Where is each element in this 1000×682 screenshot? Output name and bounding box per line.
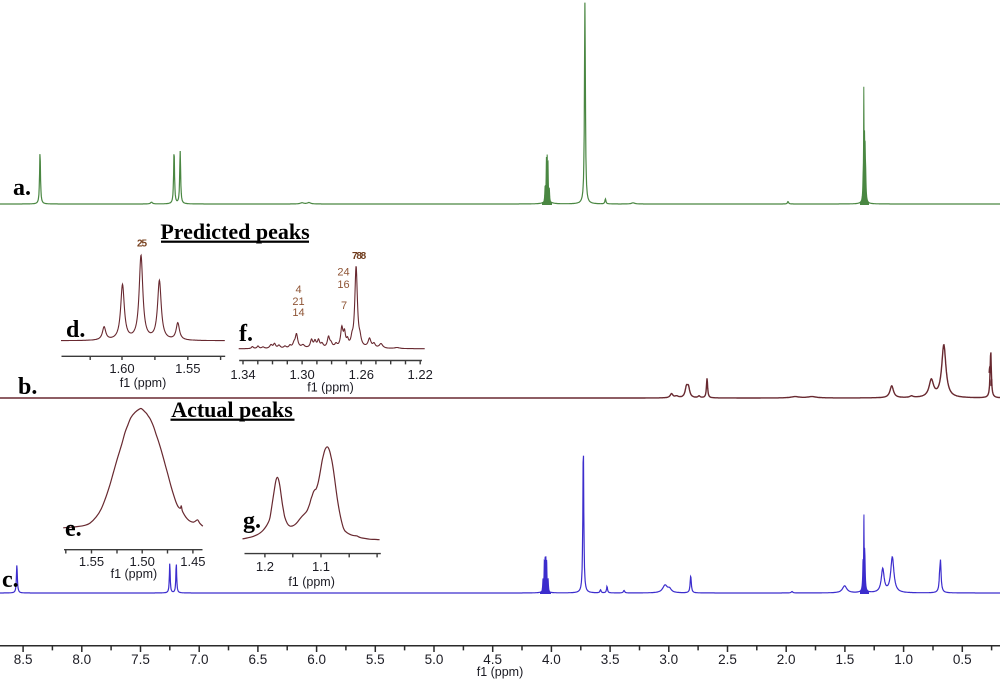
svg-text:6.5: 6.5: [249, 652, 268, 667]
svg-text:f1 (ppm): f1 (ppm): [111, 567, 158, 581]
svg-text:1.34: 1.34: [230, 367, 255, 382]
svg-text:e.: e.: [65, 516, 82, 542]
svg-text:788: 788: [352, 251, 367, 262]
svg-text:5.0: 5.0: [425, 652, 444, 667]
svg-text:f1 (ppm): f1 (ppm): [307, 381, 354, 395]
svg-text:2.5: 2.5: [718, 652, 737, 667]
svg-text:3.0: 3.0: [659, 652, 678, 667]
svg-text:g.: g.: [243, 508, 261, 534]
svg-text:7.5: 7.5: [131, 652, 150, 667]
svg-text:f.: f.: [239, 321, 253, 347]
svg-text:d.: d.: [66, 317, 85, 343]
svg-text:0.5: 0.5: [953, 652, 972, 667]
svg-text:1.0: 1.0: [894, 652, 913, 667]
svg-text:1.26: 1.26: [349, 367, 374, 382]
svg-text:1.1: 1.1: [312, 559, 330, 574]
svg-text:Predicted peaks: Predicted peaks: [160, 219, 310, 244]
svg-text:1.45: 1.45: [180, 554, 205, 569]
svg-text:6.0: 6.0: [307, 652, 326, 667]
svg-text:1.30: 1.30: [289, 367, 314, 382]
svg-text:5.5: 5.5: [366, 652, 385, 667]
svg-text:1.2: 1.2: [256, 559, 274, 574]
svg-text:1.22: 1.22: [408, 367, 433, 382]
svg-text:3.5: 3.5: [601, 652, 620, 667]
svg-text:7: 7: [341, 300, 347, 312]
svg-text:1.60: 1.60: [109, 361, 134, 376]
svg-text:a.: a.: [13, 175, 31, 201]
svg-text:4: 4: [295, 284, 301, 296]
svg-text:1.55: 1.55: [79, 554, 104, 569]
svg-text:c.: c.: [2, 567, 19, 593]
svg-text:Actual peaks: Actual peaks: [171, 397, 293, 422]
svg-text:f1 (ppm): f1 (ppm): [288, 575, 335, 589]
svg-text:4.5: 4.5: [483, 652, 502, 667]
svg-text:1.5: 1.5: [836, 652, 855, 667]
svg-text:b.: b.: [18, 374, 37, 400]
svg-text:7.0: 7.0: [190, 652, 209, 667]
svg-text:8.0: 8.0: [72, 652, 91, 667]
svg-text:2.0: 2.0: [777, 652, 796, 667]
svg-text:8.5: 8.5: [14, 652, 33, 667]
svg-text:1.55: 1.55: [175, 361, 200, 376]
svg-text:14: 14: [292, 307, 304, 319]
svg-text:1.50: 1.50: [130, 554, 155, 569]
svg-text:25: 25: [137, 239, 148, 250]
svg-text:f1 (ppm): f1 (ppm): [120, 376, 167, 390]
svg-text:16: 16: [337, 279, 349, 291]
svg-text:24: 24: [337, 267, 349, 279]
svg-text:f1 (ppm): f1 (ppm): [477, 665, 524, 679]
svg-text:4.0: 4.0: [542, 652, 561, 667]
svg-text:21: 21: [292, 296, 304, 308]
